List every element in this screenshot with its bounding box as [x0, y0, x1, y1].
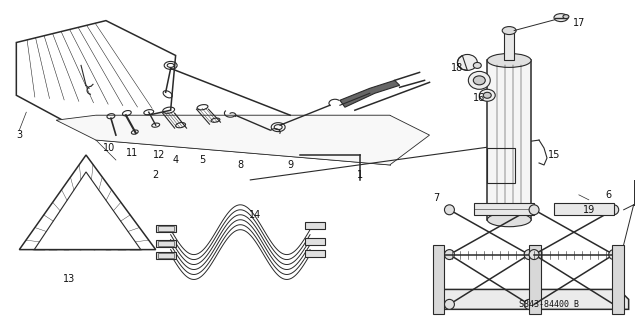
Bar — [157, 241, 173, 246]
Ellipse shape — [444, 205, 454, 215]
Ellipse shape — [554, 14, 568, 22]
Ellipse shape — [609, 249, 619, 260]
Text: 15: 15 — [548, 150, 560, 160]
Ellipse shape — [563, 15, 569, 19]
Bar — [157, 253, 173, 257]
Ellipse shape — [487, 213, 531, 227]
Bar — [554, 203, 614, 215]
Ellipse shape — [524, 300, 534, 309]
Bar — [305, 249, 325, 256]
Text: 3: 3 — [16, 130, 22, 140]
Text: 12: 12 — [152, 150, 165, 160]
Bar — [305, 238, 325, 245]
Ellipse shape — [468, 71, 490, 89]
Text: 16: 16 — [473, 93, 485, 103]
Text: 2: 2 — [152, 170, 159, 180]
Bar — [156, 225, 175, 232]
Bar — [433, 245, 444, 314]
Text: 5: 5 — [200, 155, 205, 165]
Polygon shape — [435, 289, 628, 309]
Ellipse shape — [487, 54, 531, 67]
Text: S843-84400 B: S843-84400 B — [519, 300, 579, 309]
Text: 14: 14 — [249, 210, 261, 220]
Text: 9: 9 — [287, 160, 293, 170]
Text: 1: 1 — [356, 170, 363, 180]
Ellipse shape — [483, 92, 492, 98]
Bar — [157, 226, 173, 231]
Text: 4: 4 — [173, 155, 179, 165]
Text: 10: 10 — [103, 143, 115, 153]
Ellipse shape — [474, 63, 481, 68]
Text: 19: 19 — [582, 205, 595, 215]
Ellipse shape — [444, 300, 454, 309]
Bar — [612, 245, 623, 314]
Bar — [529, 245, 541, 314]
Ellipse shape — [444, 249, 454, 260]
Text: 17: 17 — [573, 18, 585, 28]
Ellipse shape — [524, 249, 534, 260]
Bar — [305, 222, 325, 229]
Text: 7: 7 — [433, 193, 440, 203]
Polygon shape — [340, 80, 399, 107]
Ellipse shape — [609, 205, 619, 215]
Text: 11: 11 — [125, 148, 138, 158]
Polygon shape — [56, 115, 429, 165]
Bar — [156, 252, 175, 259]
Ellipse shape — [502, 26, 516, 34]
Ellipse shape — [474, 76, 485, 85]
Ellipse shape — [458, 55, 477, 70]
Text: 13: 13 — [63, 274, 76, 285]
Bar — [474, 203, 534, 215]
Ellipse shape — [479, 89, 495, 101]
Ellipse shape — [529, 205, 539, 215]
Bar — [504, 31, 514, 60]
Text: 8: 8 — [237, 160, 243, 170]
Bar — [156, 240, 175, 247]
Text: 6: 6 — [605, 190, 612, 200]
Text: 18: 18 — [451, 63, 463, 73]
Ellipse shape — [529, 249, 539, 260]
Ellipse shape — [524, 205, 534, 215]
Bar — [487, 60, 531, 220]
Bar — [487, 148, 515, 183]
